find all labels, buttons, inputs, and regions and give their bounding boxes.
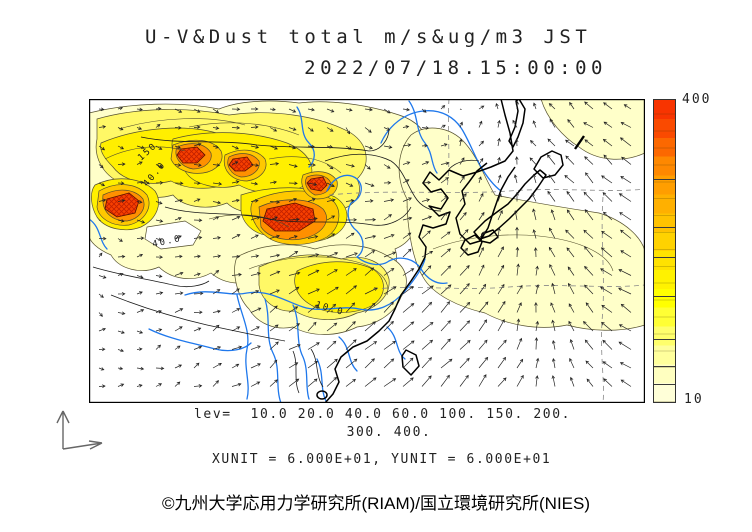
map-frame	[89, 99, 645, 403]
colorbar-level-line	[654, 383, 675, 385]
colorbar-level-line	[654, 296, 675, 298]
credit-line: ©九州大学応用力学研究所(RIAM)/国立環境研究所(NIES)	[161, 494, 591, 513]
colorbar-level-line	[654, 365, 675, 367]
dust-map: 150 40.0 40.0 10.0	[89, 99, 645, 403]
wind-vector-field	[98, 100, 632, 388]
colorbar-max-label: 400	[682, 92, 712, 107]
colorbar-min-label: 10	[684, 392, 704, 407]
rivers	[89, 100, 502, 403]
colorbar-level-line	[654, 257, 675, 258]
levels-line2: 300. 400.	[346, 425, 432, 440]
colorbar	[653, 99, 676, 403]
plot-title-block: U-V&Dust total m/s&ug/m3 JST 2022/07/18.…	[145, 26, 607, 79]
dust-clear-hole	[144, 220, 202, 250]
dust-fill-red-core	[104, 146, 328, 232]
colorbar-gradient	[654, 100, 675, 402]
contour-level-legend: lev= 10.0 20.0 40.0 60.0 100. 150. 200. …	[194, 407, 584, 440]
colorbar-level-line	[654, 178, 675, 180]
contour-arcs	[104, 118, 614, 296]
colorbar-minor-lines	[654, 100, 675, 402]
coastlines	[316, 99, 585, 403]
plot-timestamp: 2022/07/18.15:00:00	[304, 57, 607, 79]
colorbar-level-line	[654, 338, 675, 340]
vector-axes-icon	[56, 410, 103, 450]
colorbar-level-line	[654, 226, 675, 228]
levels-line1: lev= 10.0 20.0 40.0 60.0 100. 150. 200.	[194, 407, 572, 422]
plot-title: U-V&Dust total m/s&ug/m3 JST	[145, 26, 592, 48]
country-borders	[92, 128, 480, 394]
graticule-lines	[328, 99, 645, 403]
units-line: XUNIT = 6.000E+01, YUNIT = 6.000E+01	[212, 452, 552, 467]
